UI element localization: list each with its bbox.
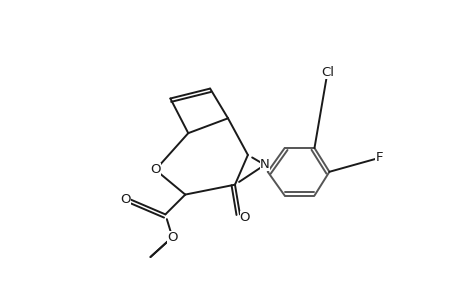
Text: F: F: [375, 152, 382, 164]
Text: O: O: [167, 231, 177, 244]
Text: N: N: [259, 158, 269, 171]
Text: Cl: Cl: [320, 66, 333, 79]
Text: O: O: [150, 163, 160, 176]
Text: O: O: [120, 193, 131, 206]
Text: O: O: [239, 211, 250, 224]
